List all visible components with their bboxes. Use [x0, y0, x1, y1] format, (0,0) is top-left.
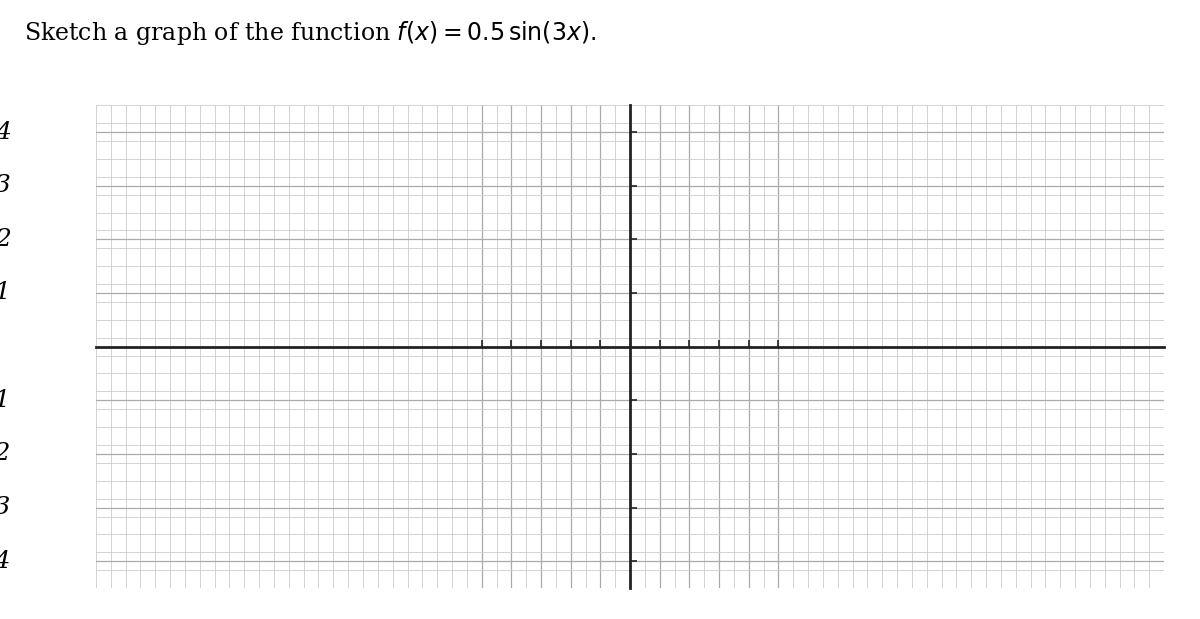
- Text: -4: -4: [0, 550, 11, 573]
- Text: -2: -2: [0, 443, 11, 465]
- Text: -1: -1: [0, 389, 11, 412]
- Text: -3: -3: [0, 496, 11, 519]
- Text: 1: 1: [0, 282, 11, 305]
- Text: 2: 2: [0, 228, 11, 251]
- Text: 3: 3: [0, 174, 11, 197]
- Text: 4: 4: [0, 121, 11, 144]
- Text: Sketch a graph of the function $\mathit{f}(\mathit{x}) = 0.5\,\sin(3\mathit{x}).: Sketch a graph of the function $\mathit{…: [24, 19, 596, 46]
